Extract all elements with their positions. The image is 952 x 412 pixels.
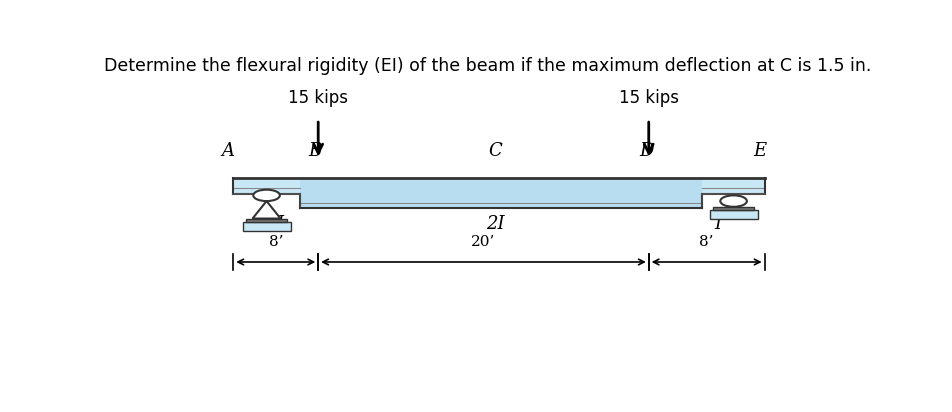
Bar: [233, 178, 300, 194]
Bar: [300, 178, 702, 208]
Bar: [702, 178, 764, 194]
Polygon shape: [252, 201, 281, 218]
Bar: [713, 207, 754, 210]
Bar: [243, 222, 290, 231]
Text: D: D: [640, 143, 654, 161]
Text: I: I: [715, 215, 722, 233]
Bar: [709, 210, 758, 220]
Text: 15 kips: 15 kips: [619, 89, 679, 107]
Text: I: I: [276, 215, 284, 233]
Text: Determine the flexural rigidity (EI) of the beam if the maximum deflection at C : Determine the flexural rigidity (EI) of …: [104, 57, 872, 75]
Text: E: E: [753, 143, 766, 161]
Text: B: B: [307, 143, 321, 161]
Text: 15 kips: 15 kips: [288, 89, 348, 107]
Circle shape: [253, 190, 280, 201]
Text: 2I: 2I: [486, 215, 505, 233]
Text: 8’: 8’: [268, 235, 283, 249]
Circle shape: [721, 195, 747, 207]
Text: 20’: 20’: [471, 235, 496, 249]
Text: A: A: [222, 143, 235, 161]
Text: 8’: 8’: [700, 235, 714, 249]
Bar: [247, 218, 287, 222]
Text: C: C: [488, 143, 502, 161]
